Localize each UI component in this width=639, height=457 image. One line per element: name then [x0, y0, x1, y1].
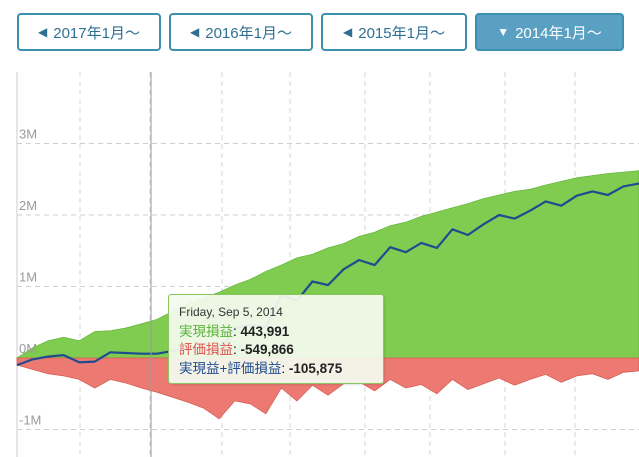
y-tick-label: -1M [19, 413, 41, 428]
range-button-label: 2015年1月〜 [358, 24, 445, 42]
tooltip-realized-label: 実現損益 [179, 323, 233, 339]
caret-left-icon: ◀ [190, 25, 200, 39]
tooltip-realized-row: 実現損益: 443,991 [179, 323, 290, 339]
range-button-label: 2016年1月〜 [205, 24, 292, 42]
tooltip-unrealized-label: 評価損益 [179, 342, 233, 357]
tooltip-total-value: -105,875 [288, 360, 343, 376]
range-button-2017[interactable]: ◀ 2017年1月〜 [17, 13, 161, 51]
tooltip: Friday, Sep 5, 2014 実現損益: 443,991 評価損益: … [168, 294, 384, 384]
range-button-label: 2014年1月〜 [515, 24, 602, 42]
range-button-label: 2017年1月〜 [53, 24, 140, 42]
series-line-total [16, 182, 639, 367]
range-button-2014[interactable]: ▼ 2014年1月〜 [475, 13, 624, 51]
tooltip-date: Friday, Sep 5, 2014 [179, 305, 283, 319]
range-button-2016[interactable]: ◀ 2016年1月〜 [169, 13, 313, 51]
range-button-bar: ◀ 2017年1月〜 ◀ 2016年1月〜 ◀ 2015年1月〜 ▼ 2014年… [0, 0, 639, 70]
tooltip-unrealized-row: 評価損益: -549,866 [179, 342, 294, 357]
tooltip-unrealized-value: -549,866 [240, 342, 294, 357]
tooltip-total-row: 実現益+評価損益: -105,875 [179, 360, 343, 376]
caret-down-icon: ▼ [497, 25, 510, 39]
y-tick-label: 2M [19, 198, 37, 213]
y-tick-label: 3M [19, 127, 37, 142]
y-tick-label: 1M [19, 270, 37, 285]
series-area-realized [15, 170, 639, 359]
caret-left-icon: ◀ [38, 25, 48, 39]
tooltip-total-label: 実現益+評価損益 [179, 360, 282, 376]
y-tick-label: 0M [19, 341, 37, 356]
range-button-2015[interactable]: ◀ 2015年1月〜 [321, 13, 467, 51]
line-layer [16, 182, 639, 367]
tooltip-realized-value: 443,991 [240, 323, 290, 339]
tick-layer: -1M 0M 1M 2M 3M [19, 127, 41, 428]
caret-left-icon: ◀ [343, 25, 353, 39]
